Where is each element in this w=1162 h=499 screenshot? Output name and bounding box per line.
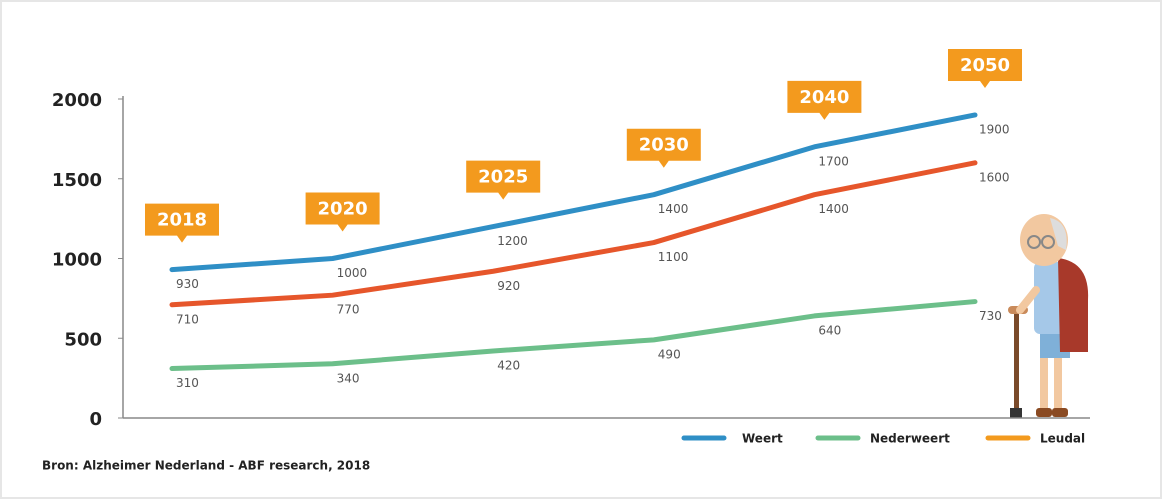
legend-label: Leudal — [1040, 432, 1085, 446]
year-badge: 2018 — [145, 203, 219, 243]
y-tick-label: 500 — [64, 329, 102, 350]
value-label: 1700 — [818, 154, 849, 168]
value-label: 420 — [497, 359, 520, 373]
hair — [1050, 218, 1067, 250]
value-label: 770 — [337, 303, 360, 317]
value-label: 1600 — [979, 170, 1010, 184]
year-badge: 2050 — [948, 48, 1022, 88]
y-tick-label: 0 — [89, 409, 102, 430]
year-badge: 2020 — [305, 192, 380, 232]
legend-label: Nederweert — [870, 432, 950, 446]
year-badge: 2025 — [466, 160, 541, 200]
cane — [1014, 312, 1019, 412]
value-label: 310 — [176, 376, 199, 390]
value-label: 1400 — [658, 202, 689, 216]
leg — [1040, 350, 1048, 410]
leg — [1054, 350, 1062, 410]
series-line — [169, 299, 978, 372]
shirt — [1034, 262, 1066, 334]
series-line — [169, 112, 978, 273]
source-note: Bron: Alzheimer Nederland - ABF research… — [42, 459, 370, 473]
badge-shape — [145, 203, 219, 243]
y-tick-label: 1500 — [52, 170, 102, 191]
value-label: 1000 — [337, 266, 368, 280]
x-tick-label: 2040 — [799, 87, 849, 108]
value-label: 710 — [176, 312, 199, 326]
value-label: 920 — [497, 279, 520, 293]
old-man-illustration — [1008, 214, 1089, 418]
arm — [1016, 286, 1040, 314]
badge-shape — [948, 48, 1022, 88]
x-tick-label: 2020 — [318, 199, 368, 220]
value-label: 340 — [337, 371, 360, 385]
value-label: 730 — [979, 309, 1002, 323]
value-label: 1200 — [497, 234, 528, 248]
x-tick-label: 2050 — [960, 55, 1010, 76]
shoe — [1036, 408, 1052, 417]
value-label: 1100 — [658, 250, 689, 264]
legend-label: Weert — [742, 432, 783, 446]
badge-shape — [787, 80, 862, 120]
shoe — [1052, 408, 1068, 417]
x-tick-label: 2025 — [478, 167, 528, 188]
value-label: 930 — [176, 277, 199, 291]
glasses — [1041, 235, 1055, 249]
x-tick-label: 2018 — [157, 210, 207, 231]
glasses — [1027, 235, 1041, 249]
x-tick-label: 2030 — [639, 135, 689, 156]
value-label: 640 — [818, 323, 841, 337]
year-badge: 2030 — [626, 128, 701, 168]
badge-shape — [305, 192, 380, 232]
year-badge: 2040 — [787, 80, 862, 120]
value-label: 1900 — [979, 122, 1010, 136]
series-line — [169, 160, 978, 308]
cane-tip — [1010, 408, 1022, 418]
value-label: 490 — [658, 347, 681, 361]
cardigan — [1058, 258, 1089, 352]
value-label: 1400 — [818, 202, 849, 216]
badge-shape — [626, 128, 701, 168]
y-tick-label: 2000 — [52, 90, 102, 111]
badge-shape — [466, 160, 541, 200]
y-tick-label: 1000 — [52, 250, 102, 271]
